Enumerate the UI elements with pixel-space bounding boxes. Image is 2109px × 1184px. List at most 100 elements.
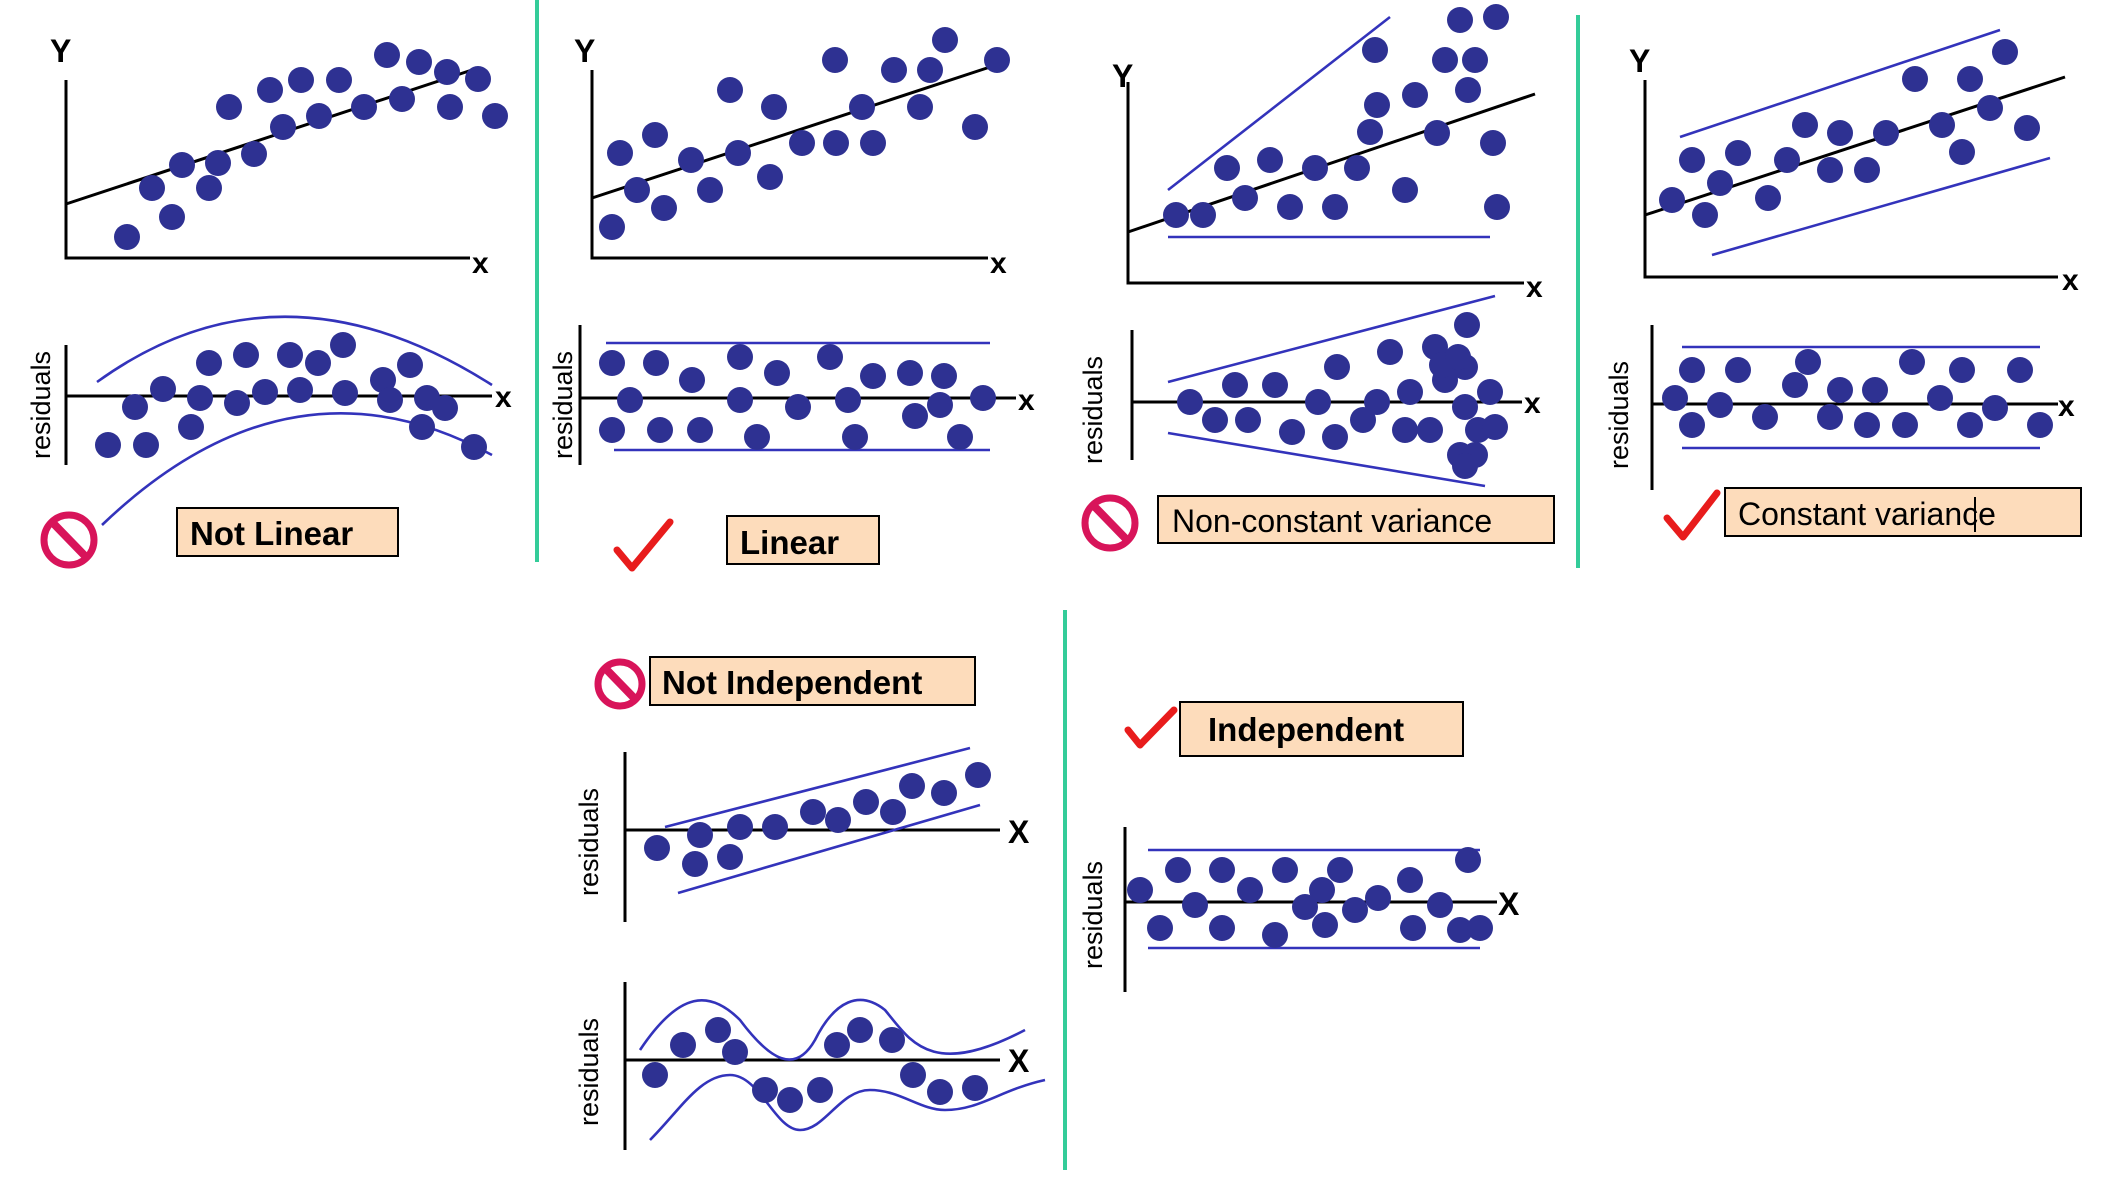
data-point xyxy=(1209,857,1235,883)
data-point xyxy=(1482,414,1508,440)
data-point xyxy=(1957,66,1983,92)
data-point xyxy=(644,835,670,861)
x-axis-label: x xyxy=(1018,384,1035,417)
data-point xyxy=(931,780,957,806)
data-point xyxy=(1342,897,1368,923)
residuals-label: residuals xyxy=(1078,356,1108,464)
data-point xyxy=(1377,339,1403,365)
data-point xyxy=(762,814,788,840)
data-point xyxy=(1467,915,1493,941)
data-point xyxy=(777,1087,803,1113)
residuals-label: residuals xyxy=(1604,361,1634,469)
data-point xyxy=(823,130,849,156)
data-point xyxy=(1417,417,1443,443)
data-point xyxy=(1214,155,1240,181)
data-point xyxy=(1679,412,1705,438)
axes xyxy=(1643,80,2058,279)
data-point xyxy=(332,380,358,406)
data-point xyxy=(1827,120,1853,146)
data-point xyxy=(196,350,222,376)
data-point xyxy=(1662,385,1688,411)
data-point xyxy=(761,94,787,120)
data-point xyxy=(835,387,861,413)
data-point xyxy=(461,434,487,460)
data-point xyxy=(947,424,973,450)
x-axis-label: x xyxy=(1524,387,1541,420)
data-point xyxy=(1344,155,1370,181)
data-point xyxy=(1977,95,2003,121)
residuals-label: residuals xyxy=(574,788,604,896)
residual-plot: x residuals xyxy=(26,315,512,526)
data-point xyxy=(1957,412,1983,438)
data-point xyxy=(287,377,313,403)
data-point xyxy=(807,1077,833,1103)
data-point xyxy=(1455,77,1481,103)
data-point xyxy=(2007,357,2033,383)
data-point xyxy=(932,27,958,53)
data-point xyxy=(1312,912,1338,938)
data-point xyxy=(1755,185,1781,211)
data-point xyxy=(1854,157,1880,183)
residual-plot-cyclical: X residuals xyxy=(574,982,1046,1150)
residuals-label: residuals xyxy=(574,1018,604,1126)
data-point xyxy=(607,140,633,166)
data-point xyxy=(599,214,625,240)
data-point xyxy=(169,152,195,178)
data-point xyxy=(727,814,753,840)
data-point xyxy=(257,77,283,103)
data-point xyxy=(642,1062,668,1088)
data-point xyxy=(643,350,669,376)
prohibited-icon xyxy=(594,658,646,710)
band-upper xyxy=(638,998,1026,1061)
check-mark-icon xyxy=(1663,489,1721,541)
band-upper xyxy=(664,746,971,829)
data-point xyxy=(880,799,906,825)
data-point xyxy=(1873,120,1899,146)
data-point xyxy=(900,1062,926,1088)
data-point xyxy=(150,376,176,402)
data-point xyxy=(727,344,753,370)
data-point xyxy=(1235,407,1261,433)
data-point xyxy=(122,394,148,420)
data-point xyxy=(1392,417,1418,443)
scatter-plot: Y x xyxy=(1112,4,1543,304)
band-upper xyxy=(96,315,493,387)
prohibited-icon xyxy=(1081,494,1139,552)
data-point xyxy=(1309,877,1335,903)
data-point xyxy=(752,1077,778,1103)
data-point xyxy=(962,114,988,140)
data-point xyxy=(1725,357,1751,383)
data-point xyxy=(2027,412,2053,438)
data-point xyxy=(1209,915,1235,941)
data-point xyxy=(306,103,332,129)
data-point xyxy=(389,86,415,112)
axes xyxy=(1126,82,1524,285)
data-point xyxy=(1402,82,1428,108)
data-point xyxy=(1707,170,1733,196)
data-point xyxy=(252,379,278,405)
data-point xyxy=(599,350,625,376)
data-point xyxy=(764,360,790,386)
band-lower xyxy=(1167,431,1486,488)
label-not-linear: Not Linear xyxy=(190,515,353,552)
data-point xyxy=(907,94,933,120)
data-point xyxy=(697,177,723,203)
data-point xyxy=(1257,147,1283,173)
data-point xyxy=(1322,194,1348,220)
data-point xyxy=(899,773,925,799)
data-point xyxy=(1679,357,1705,383)
fit-line xyxy=(1644,75,2066,217)
data-point xyxy=(847,1017,873,1043)
data-point xyxy=(1272,857,1298,883)
data-point xyxy=(482,103,508,129)
data-point xyxy=(860,130,886,156)
label-independent: Independent xyxy=(1208,711,1404,748)
data-point xyxy=(1484,194,1510,220)
data-point xyxy=(853,789,879,815)
data-point xyxy=(1222,372,1248,398)
data-point xyxy=(617,387,643,413)
data-point xyxy=(270,114,296,140)
label-linear: Linear xyxy=(740,524,839,561)
data-point xyxy=(397,352,423,378)
data-points xyxy=(95,332,487,460)
